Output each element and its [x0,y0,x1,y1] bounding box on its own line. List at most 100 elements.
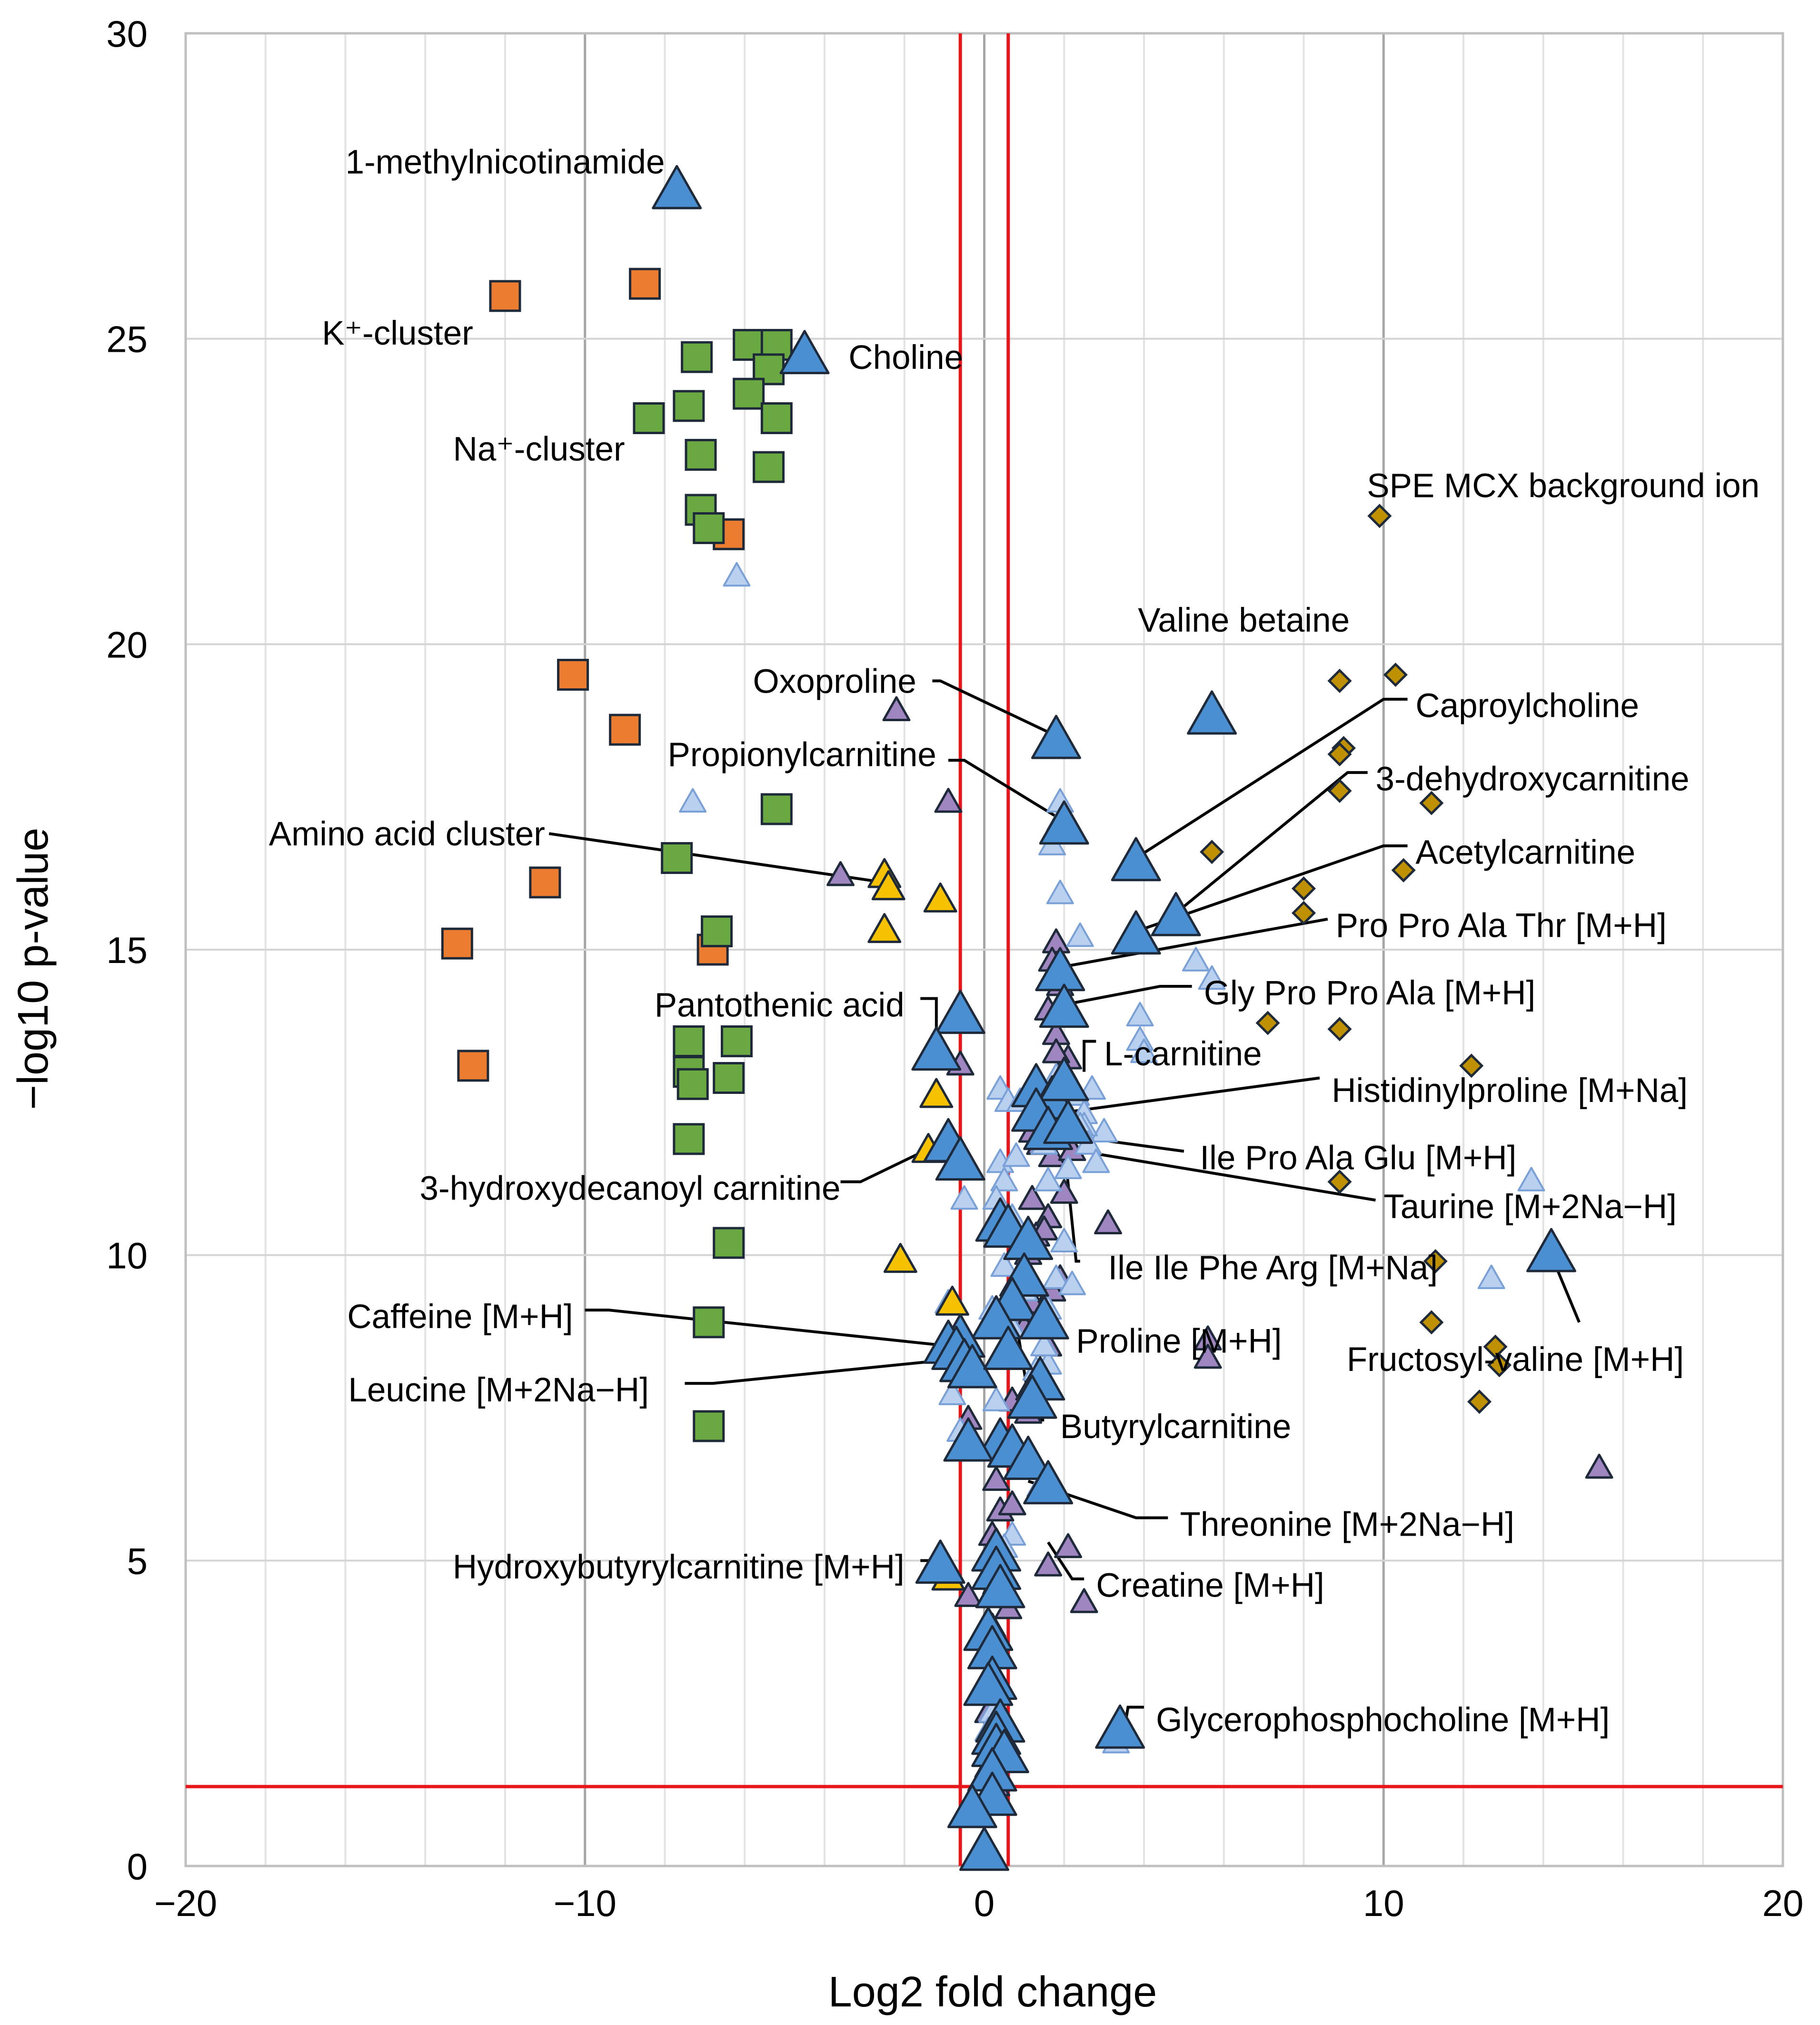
leader-line [1048,1076,1320,1116]
blue-triangle-point [1095,1704,1145,1749]
leader-line [1064,985,1192,1006]
annotation-label: Taurine [M+2Na−H] [1383,1188,1677,1226]
light-blue-triangle-point [1517,1167,1545,1191]
axis-tick-labels: −20 −10 0 10 20 0 5 10 15 20 25 30 [106,13,1803,1924]
light-blue-triangle-point [982,1387,1010,1411]
blue-triangle-point [983,1325,1034,1370]
purple-triangle-point [1070,1588,1098,1613]
annotation-label: 3-hydroxydecanoyl carnitine [420,1170,841,1208]
y-axis-title: −log10 p-value [10,828,57,1110]
light-blue-triangle-point [1058,1271,1086,1295]
annotation-label: Creatine [M+H] [1096,1567,1324,1605]
light-blue-triangle-point [1078,1075,1106,1100]
purple-triangle-point [1054,1533,1083,1558]
blue-triangle-point [975,1564,1025,1608]
light-blue-triangle-point [1182,947,1210,972]
annotation-label: SPE MCX background ion [1367,467,1760,505]
y-tick-label: 5 [127,1540,148,1582]
x-axis-title: Log2 fold change [828,1968,1157,2016]
x-tick-label: 0 [974,1882,995,1924]
blue-triangle-point [1111,837,1161,882]
annotation-label: Proline [M+H] [1076,1322,1282,1360]
gold-diamond-point [1291,876,1316,901]
leader-line [1055,917,1328,970]
orange-square-point [629,268,661,300]
annotation-label: Histidinylproline [M+Na] [1332,1072,1688,1110]
blue-triangle-point [1039,983,1089,1028]
green-square-point [661,842,693,874]
green-square-point [760,793,793,825]
green-square-point [685,439,717,471]
leader-line [1135,697,1408,860]
blue-triangle-point [779,330,830,375]
leader-line [1135,844,1408,933]
gold-diamond-point [1291,901,1316,925]
annotation-label: Pro Pro Ala Thr [M+H] [1336,907,1667,945]
blue-triangle-point [1003,1435,1054,1480]
leader-line [840,1143,937,1183]
annotation-label: Pantothenic acid [655,987,905,1024]
blue-triangle-point [947,1344,997,1389]
gold-diamond-point [1200,840,1224,864]
purple-triangle-point [1585,1453,1613,1479]
purple-triangle-point [826,861,855,886]
purple-triangle-point [998,1490,1026,1516]
orange-square-point [609,714,641,746]
green-square-point [760,402,793,434]
annotation-label: Valine betaine [1138,602,1350,639]
yellow-triangle-point [923,882,957,913]
gold-diamond-point [1419,791,1444,815]
orange-square-point [441,927,473,960]
light-blue-triangle-point [1034,1167,1062,1191]
annotation-label: Amino acid cluster [269,815,545,853]
y-tick-label: 20 [106,624,148,665]
x-tick-label: −20 [154,1882,217,1924]
leader-line [585,1309,957,1349]
leader-line [685,1357,957,1385]
purple-triangle-point [1018,1185,1046,1210]
data-points [441,165,1613,1871]
blue-triangle-point [1039,800,1089,845]
light-blue-triangle-point [723,562,751,587]
orange-square-point [457,1050,489,1082]
light-blue-triangle-point [1066,922,1094,947]
green-square-point [681,341,713,373]
leader-line [1083,1040,1096,1072]
gold-diamond-point [1467,1390,1492,1414]
annotation-label: Acetylcarnitine [1415,834,1635,872]
purple-triangle-point [934,788,963,813]
orange-square-point [557,659,589,691]
green-square-point [733,377,765,410]
purple-triangle-point [1094,1209,1123,1235]
green-square-point [693,1410,725,1442]
blue-triangle-point [1023,1460,1074,1505]
blue-triangle-point [1031,715,1081,759]
annotation-label: Ile Pro Ala Glu [M+H] [1200,1139,1516,1177]
purple-triangle-point [982,1466,1011,1491]
light-blue-triangle-point [1002,1142,1030,1167]
y-tick-label: 25 [106,318,148,360]
gold-diamond-point [1327,742,1352,766]
annotation-label: Propionylcarnitine [667,736,936,774]
light-blue-triangle-point [1046,880,1074,904]
light-blue-triangle-point [938,1380,966,1405]
blue-triangle-point [911,1026,962,1071]
annotation-label: 1-methylnicotinamide [346,144,665,181]
blue-triangle-point [652,165,702,209]
green-square-point [693,1306,725,1339]
purple-triangle-point [1034,1551,1063,1577]
purple-triangle-point [1042,1038,1070,1063]
light-blue-triangle-point [1030,1331,1058,1357]
light-blue-triangle-point [1082,1148,1110,1173]
yellow-triangle-point [871,870,905,901]
green-square-point [673,1123,705,1155]
x-tick-label: −10 [554,1882,617,1924]
light-blue-triangle-point [1054,1154,1082,1180]
annotation-labels: 1-methylnicotinamide K⁺-cluster Choline Na⁺… [269,144,1760,1739]
light-blue-triangle-point [1198,965,1226,990]
annotation-label: Choline [848,339,963,377]
gold-diamond-point [1327,778,1352,803]
light-blue-triangle-point [1050,1228,1078,1253]
green-square-point [713,1062,745,1094]
y-tick-label: 30 [106,13,148,55]
